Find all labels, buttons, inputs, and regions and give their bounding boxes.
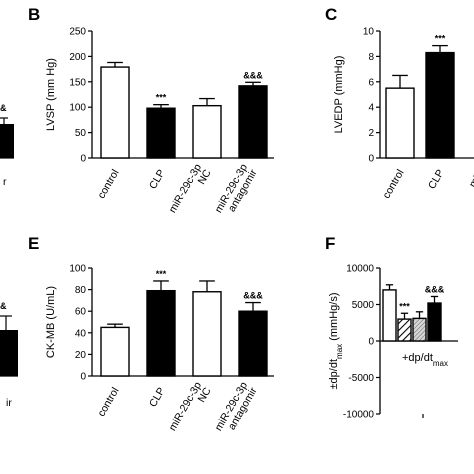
bar-e <box>146 289 176 377</box>
significance-label-c: *** <box>435 34 446 44</box>
y-tick-label-e: 60 <box>75 307 87 318</box>
category-label-c: CLP <box>426 168 447 192</box>
bar-c <box>425 51 455 159</box>
category-label-line-b: control <box>95 168 121 201</box>
partial-bar-bottom-left <box>0 330 18 376</box>
category-label-b: miR-29c-3pNC <box>167 162 214 221</box>
category-label-line-b: miR-29c-3p <box>167 162 205 215</box>
y-tick-label-b: 0 <box>80 154 86 165</box>
significance-label-b: &&& <box>243 70 263 80</box>
significance-label-f: &&& <box>425 284 445 294</box>
category-label-c: miR <box>467 167 474 190</box>
y-tick-label-b: 100 <box>69 103 86 114</box>
significance-label-b: *** <box>156 93 167 103</box>
y-axis-label-e: CK-MB (U/mL) <box>45 286 57 358</box>
partial-bar-top-left <box>0 124 14 158</box>
y-tick-label-e: 40 <box>75 328 87 339</box>
chart-panel-e: 0 20 40 60 80 100 CK-MB (U/mL) *** &&& control CLP… <box>45 264 274 439</box>
y-tick-label-b: 150 <box>69 77 86 88</box>
y-tick-label-b: 200 <box>69 52 86 63</box>
y-tick-label-c: 6 <box>368 77 374 88</box>
y-axis-label-f: ±dp/dtmax (mmHg/s) <box>328 293 344 390</box>
partial-panel-bottom-left: & ir <box>0 301 18 409</box>
category-label-line-b: CLP <box>147 168 168 192</box>
y-tick-label-e: 80 <box>75 285 87 296</box>
panel-letter-f: F <box>325 234 335 253</box>
bar-f <box>412 317 427 342</box>
y-tick-label-e: 0 <box>80 372 86 383</box>
bar-f <box>427 302 442 342</box>
y-axis-label-subscript-f: max <box>335 344 344 359</box>
x-axis-label-subscript-f: max <box>433 359 448 368</box>
y-axis-label-c: LVEDP (mmHg) <box>333 56 345 134</box>
chart-panel-b: 0 50 100 150 200 250 LVSP (mm Hg) *** &&& control… <box>45 27 274 221</box>
category-label-line-e: CLP <box>147 386 168 410</box>
y-tick-label-f: -10000 <box>343 410 375 421</box>
y-tick-label-f: 10000 <box>346 264 374 275</box>
y-tick-label-f: 0 <box>368 337 374 348</box>
category-label-line-c: control <box>380 168 406 201</box>
bar-b <box>238 85 268 159</box>
bar-e <box>238 310 268 377</box>
y-tick-label-c: 0 <box>368 154 374 165</box>
y-tick-label-c: 8 <box>368 52 374 63</box>
panel-letter-e: E <box>28 234 39 253</box>
bar-e <box>100 326 130 377</box>
y-tick-label-c: 2 <box>368 128 374 139</box>
y-tick-label-e: 20 <box>75 350 87 361</box>
category-label-e: miR-29c-3pantagomir <box>213 380 260 439</box>
y-tick-label-b: 50 <box>75 128 87 139</box>
y-tick-label-f: -5000 <box>348 373 374 384</box>
y-tick-label-c: 4 <box>368 103 374 114</box>
y-tick-label-f: 5000 <box>352 300 375 311</box>
category-label-line-c: CLP <box>426 168 447 192</box>
panel-letter-b: B <box>28 5 40 24</box>
chart-panel-f: -10000 -5000 0 5000 10000 ±dp/dtmax (mmHg/s) *… <box>328 264 458 421</box>
partial-category-top-left: r <box>3 176 7 188</box>
bar-f <box>397 318 412 342</box>
partial-panel-top-left: & r <box>0 103 14 188</box>
category-label-line-e: miR-29c-3p <box>167 380 205 433</box>
category-label-line-e: control <box>95 386 121 419</box>
bar-e <box>192 291 222 377</box>
significance-label-e: *** <box>156 269 167 279</box>
bar-b <box>146 107 176 159</box>
partial-category-bottom-left: ir <box>6 397 12 409</box>
y-axis-label-b: LVSP (mm Hg) <box>45 58 57 131</box>
partial-annotation-bottom-left: & <box>0 301 7 311</box>
y-tick-label-c: 10 <box>363 27 375 38</box>
category-label-c: control <box>380 168 406 201</box>
y-tick-label-e: 100 <box>69 264 86 275</box>
y-axis-label-unit-f: (mmHg/s) <box>328 293 340 344</box>
category-label-e: CLP <box>147 386 168 410</box>
category-label-line-c: miR <box>467 167 474 190</box>
x-axis-label-f: +dp/dtmax <box>402 352 448 368</box>
y-tick-label-b: 250 <box>69 27 86 38</box>
category-label-e: miR-29c-3pNC <box>167 380 214 439</box>
partial-annotation-top-left: & <box>0 103 7 113</box>
chart-panel-c: 0 2 4 6 8 10 LVEDP (mmHg) *** control CLP miR <box>333 27 474 201</box>
bar-f <box>382 289 397 342</box>
significance-label-f: *** <box>399 301 410 311</box>
significance-label-e: &&& <box>243 291 263 301</box>
category-label-e: control <box>95 386 121 419</box>
bar-b <box>192 104 222 159</box>
bar-c <box>385 87 415 159</box>
category-label-b: CLP <box>147 168 168 192</box>
category-label-b: miR-29c-3pantagomir <box>213 162 260 221</box>
category-label-b: control <box>95 168 121 201</box>
bar-b <box>100 66 130 159</box>
panel-letter-c: C <box>325 5 337 24</box>
